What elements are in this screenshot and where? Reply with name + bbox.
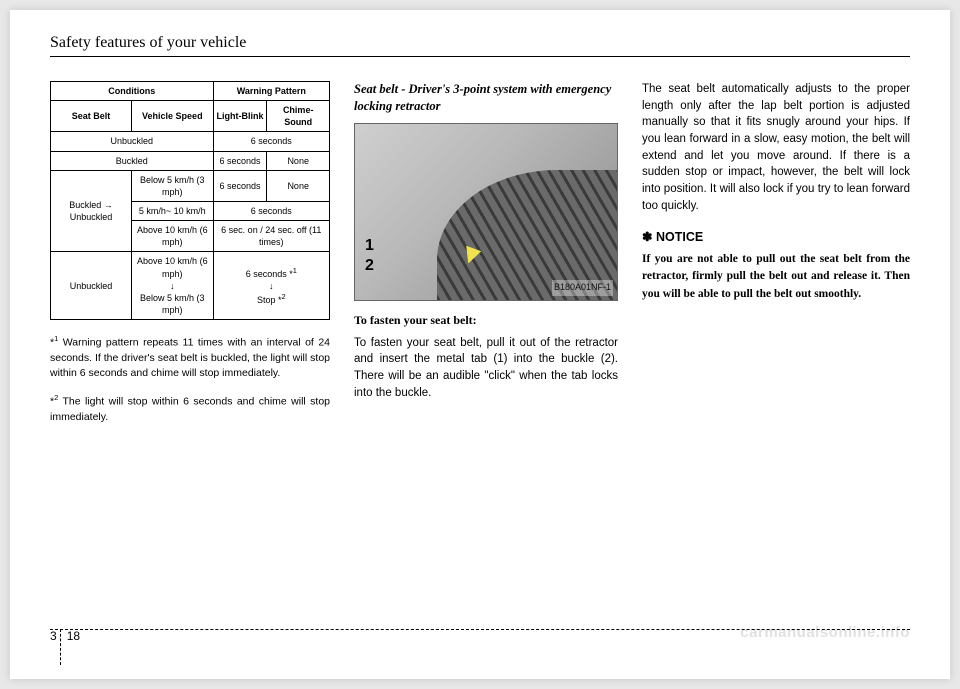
cell-speed-below5: Below 5 km/h (3 mph) bbox=[132, 170, 214, 201]
wseq-arrow: ↓ bbox=[269, 281, 274, 291]
footer-vdash-icon bbox=[60, 629, 61, 665]
wseq-top: 6 seconds * bbox=[246, 269, 293, 279]
section-number: 3 bbox=[50, 629, 57, 643]
cell-speed-sequence: Above 10 km/h (6 mph) ↓ Below 5 km/h (3 … bbox=[132, 252, 214, 320]
content-columns: Conditions Warning Pattern Seat Belt Veh… bbox=[50, 81, 910, 437]
wseq-top-sup: 1 bbox=[293, 266, 297, 275]
seatbelt-section-title: Seat belt - Driver's 3-point system with… bbox=[354, 81, 618, 115]
notice-body: If you are not able to pull out the seat… bbox=[642, 251, 910, 303]
seq-arrow: ↓ bbox=[170, 281, 175, 291]
cell-speed-5to10: 5 km/h~ 10 km/h bbox=[132, 201, 214, 220]
auto-adjust-text: The seat belt automatically adjusts to t… bbox=[642, 81, 910, 214]
cell-buckled: Buckled bbox=[51, 151, 214, 170]
cell-warn-sequence: 6 seconds *1 ↓ Stop *2 bbox=[213, 252, 329, 320]
column-3: The seat belt automatically adjusts to t… bbox=[642, 81, 910, 437]
page-title: Safety features of your vehicle bbox=[50, 34, 910, 52]
th-sound: Chime-Sound bbox=[267, 101, 330, 132]
th-conditions: Conditions bbox=[51, 82, 214, 101]
wseq-bot-sup: 2 bbox=[281, 292, 285, 301]
wseq-bot: Stop * bbox=[257, 295, 282, 305]
figure-code: B180A01NF-1 bbox=[552, 280, 613, 296]
cell-light-6s: 6 seconds bbox=[213, 151, 267, 170]
th-warning: Warning Pattern bbox=[213, 82, 329, 101]
warning-pattern-table: Conditions Warning Pattern Seat Belt Veh… bbox=[50, 81, 330, 320]
cell-warn-6s: 6 seconds bbox=[213, 201, 329, 220]
page-footer: 3 18 bbox=[50, 629, 910, 665]
seq-top: Above 10 km/h (6 mph) bbox=[137, 256, 208, 278]
cell-light-6s-b: 6 seconds bbox=[213, 170, 267, 201]
header-rule bbox=[50, 56, 910, 57]
cell-warn-11times: 6 sec. on / 24 sec. off (11 times) bbox=[213, 221, 329, 252]
notice-label: NOTICE bbox=[652, 230, 703, 244]
th-speed: Vehicle Speed bbox=[132, 101, 214, 132]
fasten-text: To fasten your seat belt, pull it out of… bbox=[354, 335, 618, 402]
page-number-value: 18 bbox=[67, 629, 80, 643]
th-seatbelt: Seat Belt bbox=[51, 101, 132, 132]
cell-speed-above10: Above 10 km/h (6 mph) bbox=[132, 221, 214, 252]
seatbelt-figure: 1 2 B180A01NF-1 bbox=[354, 123, 618, 301]
fasten-title: To fasten your seat belt: bbox=[354, 311, 618, 329]
footnote-2: *2 The light will stop within 6 seconds … bbox=[50, 393, 330, 425]
cell-6sec: 6 seconds bbox=[213, 132, 329, 151]
cell-unbuckled: Unbuckled bbox=[51, 132, 214, 151]
cell-buckled-to-unbuckled: Buckled → Unbuckled bbox=[51, 170, 132, 252]
manual-page: Safety features of your vehicle Conditio… bbox=[10, 10, 950, 679]
f2-text: The light will stop within 6 seconds and… bbox=[50, 396, 330, 423]
page-number: 3 18 bbox=[50, 629, 910, 665]
figure-callout-2: 2 bbox=[365, 254, 374, 278]
footnote-1: *1 Warning pattern repeats 11 times with… bbox=[50, 334, 330, 381]
cell-sound-none-b: None bbox=[267, 170, 330, 201]
th-light: Light-Blink bbox=[213, 101, 267, 132]
f1-text: Warning pattern repeats 11 times with an… bbox=[50, 337, 330, 379]
seq-bot: Below 5 km/h (3 mph) bbox=[140, 293, 205, 315]
column-2: Seat belt - Driver's 3-point system with… bbox=[354, 81, 618, 437]
cell-sound-none: None bbox=[267, 151, 330, 170]
cell-unbuckled-b: Unbuckled bbox=[51, 252, 132, 320]
column-1: Conditions Warning Pattern Seat Belt Veh… bbox=[50, 81, 330, 437]
notice-heading: ✽ NOTICE bbox=[642, 228, 910, 247]
notice-icon: ✽ bbox=[642, 230, 652, 244]
